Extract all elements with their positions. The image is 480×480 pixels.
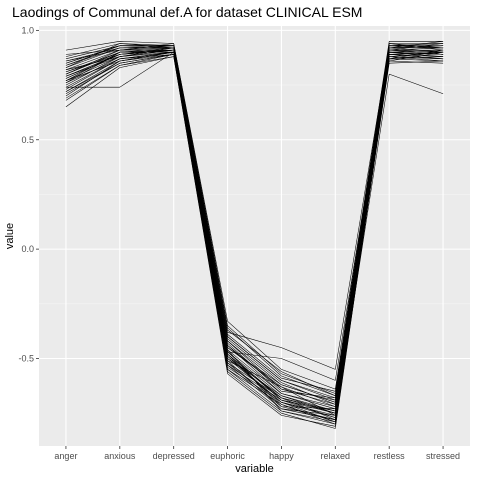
series-line-40 (65, 49, 444, 412)
series-line-17 (65, 43, 444, 370)
series-lines (65, 41, 444, 429)
y-tick-label: 0.5 (21, 135, 34, 145)
x-tick-marks: anger anxious depressed euphoric happy relaxe… (54, 446, 460, 461)
series-line-39 (65, 43, 444, 399)
y-tick-label: 0.0 (21, 244, 34, 254)
x-tick-label-depressed: depressed (153, 451, 195, 461)
y-tick-label: -0.5 (18, 354, 34, 364)
x-tick-label-anger: anger (54, 451, 77, 461)
series-line-37 (65, 49, 444, 381)
y-tick-label: 1.0 (21, 25, 34, 35)
y-tick-marks: -0.5 0.0 0.5 1.0 (18, 25, 39, 364)
x-tick-label-euphoric: euphoric (210, 451, 245, 461)
chart-title: Laodings of Communal def.A for dataset C… (12, 4, 363, 20)
x-tick-label-relaxed: relaxed (321, 451, 351, 461)
x-tick-label-stressed: stressed (426, 451, 460, 461)
plot-panel (39, 26, 470, 446)
series-line-38 (65, 51, 444, 421)
x-tick-label-anxious: anxious (104, 451, 136, 461)
x-axis-title: variable (235, 463, 274, 475)
x-tick-label-happy: happy (269, 451, 294, 461)
y-axis-title: value (4, 223, 16, 249)
x-tick-label-restless: restless (374, 451, 406, 461)
